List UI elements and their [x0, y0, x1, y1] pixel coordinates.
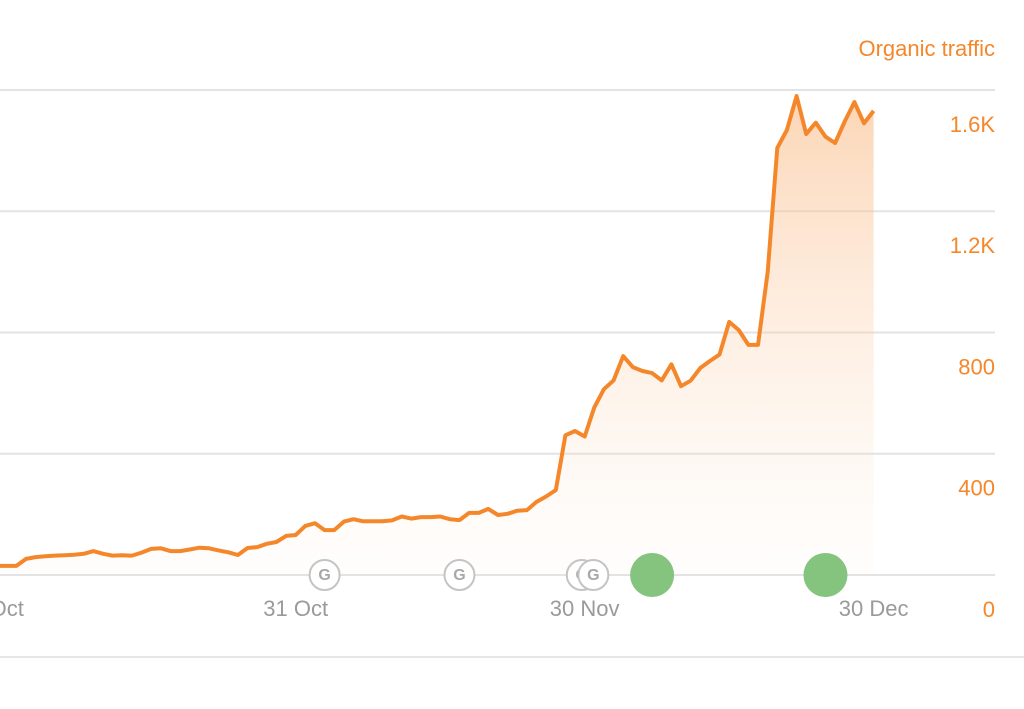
update-marker	[577, 559, 610, 591]
update-marker	[308, 559, 341, 591]
event-marker	[630, 553, 675, 597]
x-tick-label: 31 Oct	[263, 596, 328, 621]
y-tick-label: 1.6K	[950, 112, 996, 137]
update-label: G	[587, 567, 599, 584]
area	[0, 96, 874, 575]
y-tick-label: 400	[958, 476, 995, 501]
update-label: G	[453, 567, 465, 584]
event-marker	[803, 553, 848, 597]
update-label: G	[318, 567, 330, 584]
line	[0, 94, 876, 568]
x-tick-label: Oct	[0, 596, 24, 621]
update-marker	[443, 559, 476, 591]
y-tick-label: 0	[983, 597, 995, 622]
y-tick-label: 800	[958, 354, 995, 379]
x-tick-label: 30 Dec	[839, 596, 909, 621]
x-tick-label: 30 Nov	[550, 596, 620, 621]
chart-title: Organic traffic	[858, 36, 995, 61]
y-tick-label: 1.2K	[950, 233, 996, 258]
